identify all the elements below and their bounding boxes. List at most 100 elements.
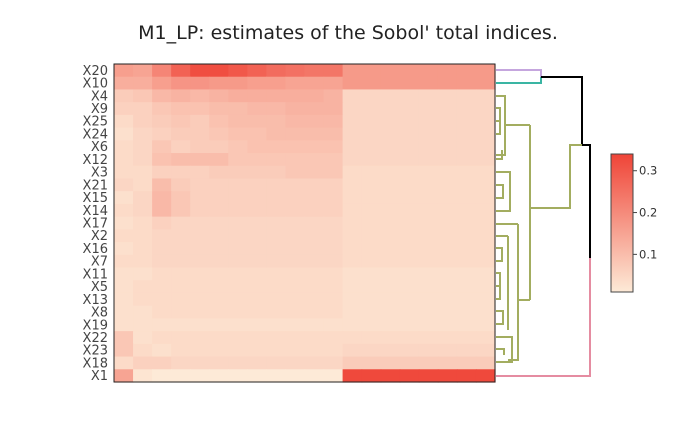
heatmap-cell	[266, 89, 287, 103]
heatmap-cell	[228, 76, 248, 91]
heatmap-cell	[456, 369, 477, 383]
heatmap-cell	[361, 114, 382, 129]
heatmap-cell	[247, 76, 267, 91]
heatmap-cell	[418, 242, 439, 256]
heatmap-cell	[456, 178, 477, 192]
heatmap-cell	[399, 203, 420, 218]
heatmap-cell	[114, 114, 134, 129]
heatmap-cell	[342, 89, 363, 103]
heatmap-cell	[133, 280, 153, 294]
heatmap-cell	[437, 292, 458, 307]
heatmap-cell	[171, 356, 191, 370]
y-tick-label: X13	[83, 293, 108, 308]
heatmap-cell	[171, 114, 191, 129]
heatmap-cell	[228, 140, 248, 154]
dendrogram-branch-x8-x19	[496, 310, 504, 325]
heatmap-cell	[133, 89, 153, 103]
heatmap-cell	[456, 254, 477, 269]
heatmap-cell	[152, 305, 172, 319]
y-tick-label: X25	[83, 115, 108, 130]
y-tick-label: X24	[83, 127, 108, 142]
heatmap-cell	[171, 216, 191, 230]
dendrogram-branch-x16-x7	[496, 247, 503, 262]
heatmap-cell	[228, 153, 248, 167]
heatmap-cell	[304, 343, 325, 358]
heatmap-cell	[190, 267, 210, 281]
heatmap-cell	[247, 153, 267, 167]
heatmap-cell	[437, 356, 458, 370]
heatmap-cell	[380, 229, 401, 243]
heatmap-cell	[133, 229, 153, 243]
heatmap-cell	[380, 89, 401, 103]
heatmap-cell	[361, 153, 382, 167]
heatmap-cell	[418, 331, 439, 345]
heatmap-cell	[152, 114, 172, 129]
heatmap-cell	[475, 165, 496, 180]
heatmap-cell	[304, 305, 325, 319]
heatmap-cell	[456, 318, 477, 332]
heatmap-cell	[114, 165, 134, 180]
heatmap-cell	[380, 165, 401, 180]
heatmap-cell	[456, 64, 477, 78]
heatmap-cell	[475, 203, 496, 218]
y-tick-label: X12	[83, 153, 108, 168]
heatmap-cell	[114, 280, 134, 294]
heatmap-cell	[171, 254, 191, 269]
heatmap-cell	[475, 127, 496, 141]
heatmap-cell	[171, 127, 191, 141]
heatmap-cell	[475, 292, 496, 307]
dendrogram-branch-x4-x6	[496, 95, 506, 156]
heatmap-cell	[209, 343, 229, 358]
heatmap-cell	[152, 178, 172, 192]
heatmap-cell	[437, 305, 458, 319]
heatmap-cell	[323, 242, 344, 256]
heatmap-cell	[475, 153, 496, 167]
heatmap-cell	[361, 369, 382, 383]
heatmap-cell	[418, 76, 439, 91]
heatmap-cell	[171, 102, 191, 116]
heatmap-cell	[152, 229, 172, 243]
heatmap-cell	[285, 178, 306, 192]
y-axis-labels: X20X10X4X9X25X24X6X12X3X21X15X14X17X2X16…	[83, 64, 108, 384]
heatmap-cell	[247, 89, 267, 103]
heatmap-cell	[323, 280, 344, 294]
heatmap-cell	[133, 267, 153, 281]
heatmap-cell	[209, 153, 229, 167]
heatmap-cell	[190, 191, 210, 205]
heatmap-cell	[152, 203, 172, 218]
heatmap-cell	[133, 191, 153, 205]
heatmap-cell	[171, 165, 191, 180]
heatmap-cell	[475, 318, 496, 332]
heatmap-cell	[323, 216, 344, 230]
colorbar-tick-label: 0.1	[639, 247, 657, 261]
heatmap-cell	[323, 203, 344, 218]
heatmap-cell	[190, 292, 210, 307]
heatmap-cell	[247, 203, 267, 218]
heatmap-cell	[266, 102, 287, 116]
heatmap-cell	[152, 89, 172, 103]
heatmap-cell	[342, 254, 363, 269]
heatmap-cell	[190, 64, 210, 78]
heatmap-cell	[456, 203, 477, 218]
heatmap-cell	[190, 140, 210, 154]
heatmap-cell	[133, 369, 153, 383]
heatmap-cell	[304, 178, 325, 192]
heatmap-cell	[285, 229, 306, 243]
heatmap-cell	[209, 242, 229, 256]
heatmap-cell	[247, 64, 267, 78]
heatmap-cell	[323, 76, 344, 91]
heatmap-cell	[228, 356, 248, 370]
heatmap-cell	[228, 305, 248, 319]
heatmap-cell	[266, 191, 287, 205]
heatmap-cell	[456, 343, 477, 358]
heatmap-cell	[228, 369, 248, 383]
heatmap-cell	[304, 292, 325, 307]
heatmap-cell	[114, 203, 134, 218]
heatmap-cell	[114, 318, 134, 332]
heatmap-cell	[456, 356, 477, 370]
heatmap-cell	[228, 331, 248, 345]
heatmap-cell	[285, 127, 306, 141]
heatmap-cell	[399, 343, 420, 358]
heatmap-cell	[190, 216, 210, 230]
heatmap-cell	[323, 165, 344, 180]
